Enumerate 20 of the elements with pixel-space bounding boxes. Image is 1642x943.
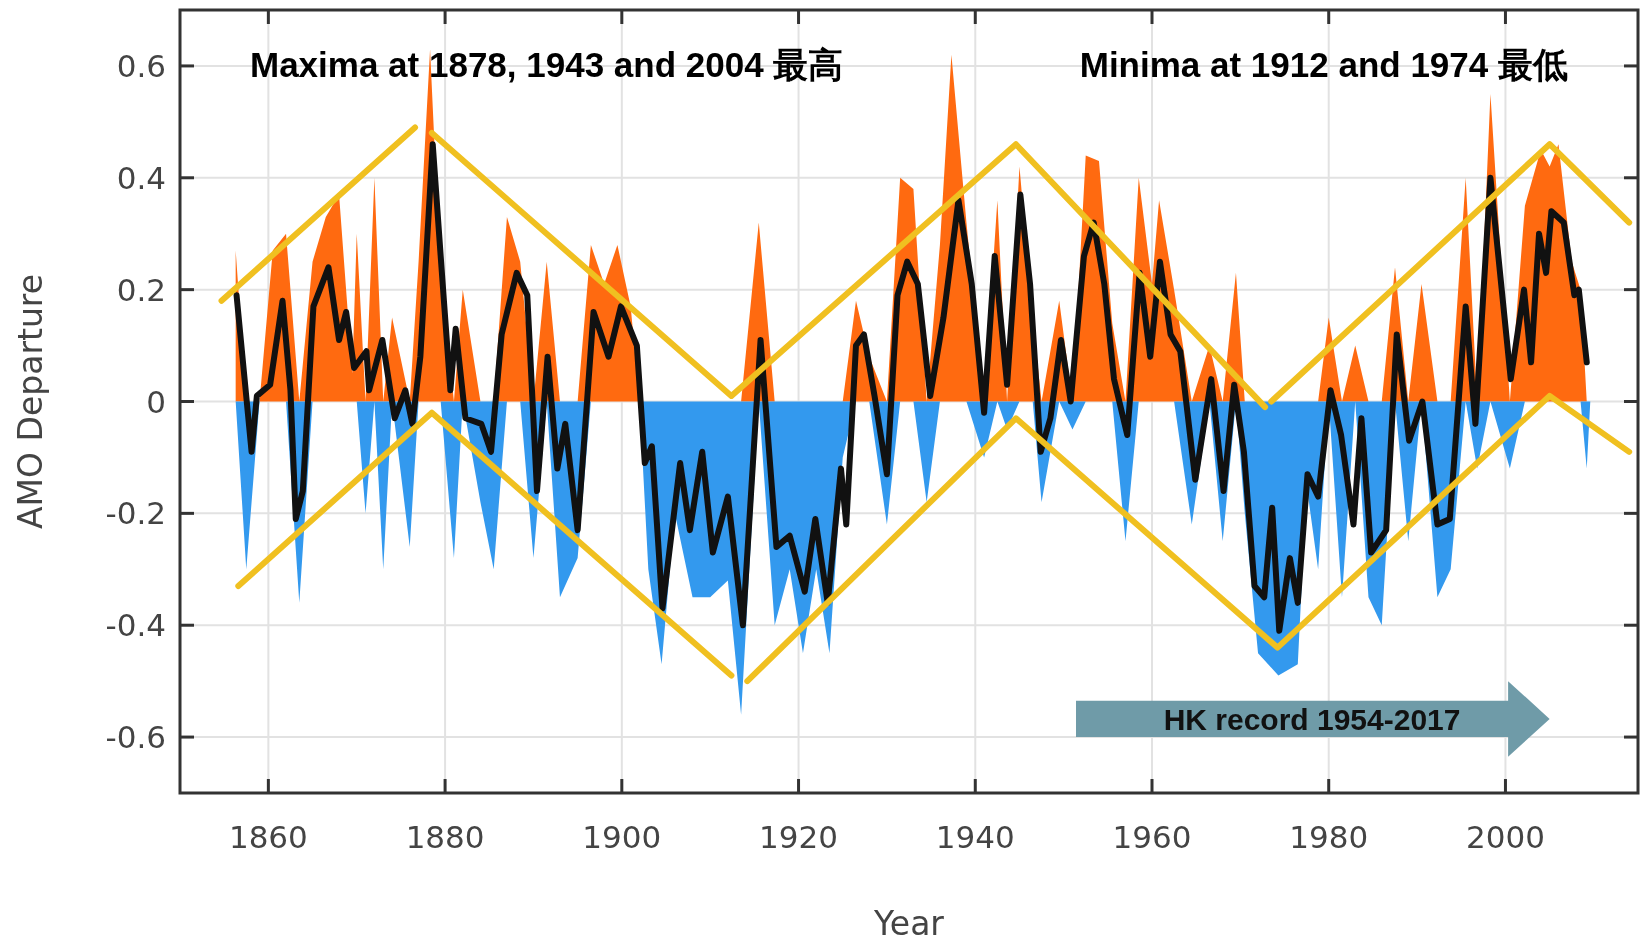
- x-tick-label: 1960: [1112, 819, 1192, 855]
- x-tick-label: 1940: [935, 819, 1015, 855]
- y-axis-title: AMO Departure: [11, 274, 50, 529]
- x-tick-label: 1920: [759, 819, 838, 855]
- y-tick-label: -0.6: [105, 719, 166, 756]
- annotation: Maxima at 1878, 1943 and 2004 最高: [250, 45, 844, 84]
- annotation: HK record 1954-2017: [1163, 702, 1461, 736]
- annotation: Minima at 1912 and 1974 最低: [1079, 45, 1568, 84]
- y-tick-label: 0.6: [116, 47, 166, 84]
- x-tick-label: 1880: [405, 819, 485, 855]
- x-tick-label: 2000: [1466, 819, 1545, 855]
- y-tick-label: 0: [146, 383, 166, 420]
- y-tick-label: -0.4: [105, 607, 166, 644]
- y-tick-label: -0.2: [105, 495, 166, 532]
- x-tick-label: 1900: [582, 819, 662, 855]
- x-tick-label: 1860: [228, 819, 308, 855]
- y-tick-label: 0.2: [116, 271, 166, 308]
- y-tick-label: 0.4: [116, 159, 166, 196]
- x-tick-label: 1980: [1289, 819, 1369, 855]
- x-axis-title: Year: [873, 904, 945, 943]
